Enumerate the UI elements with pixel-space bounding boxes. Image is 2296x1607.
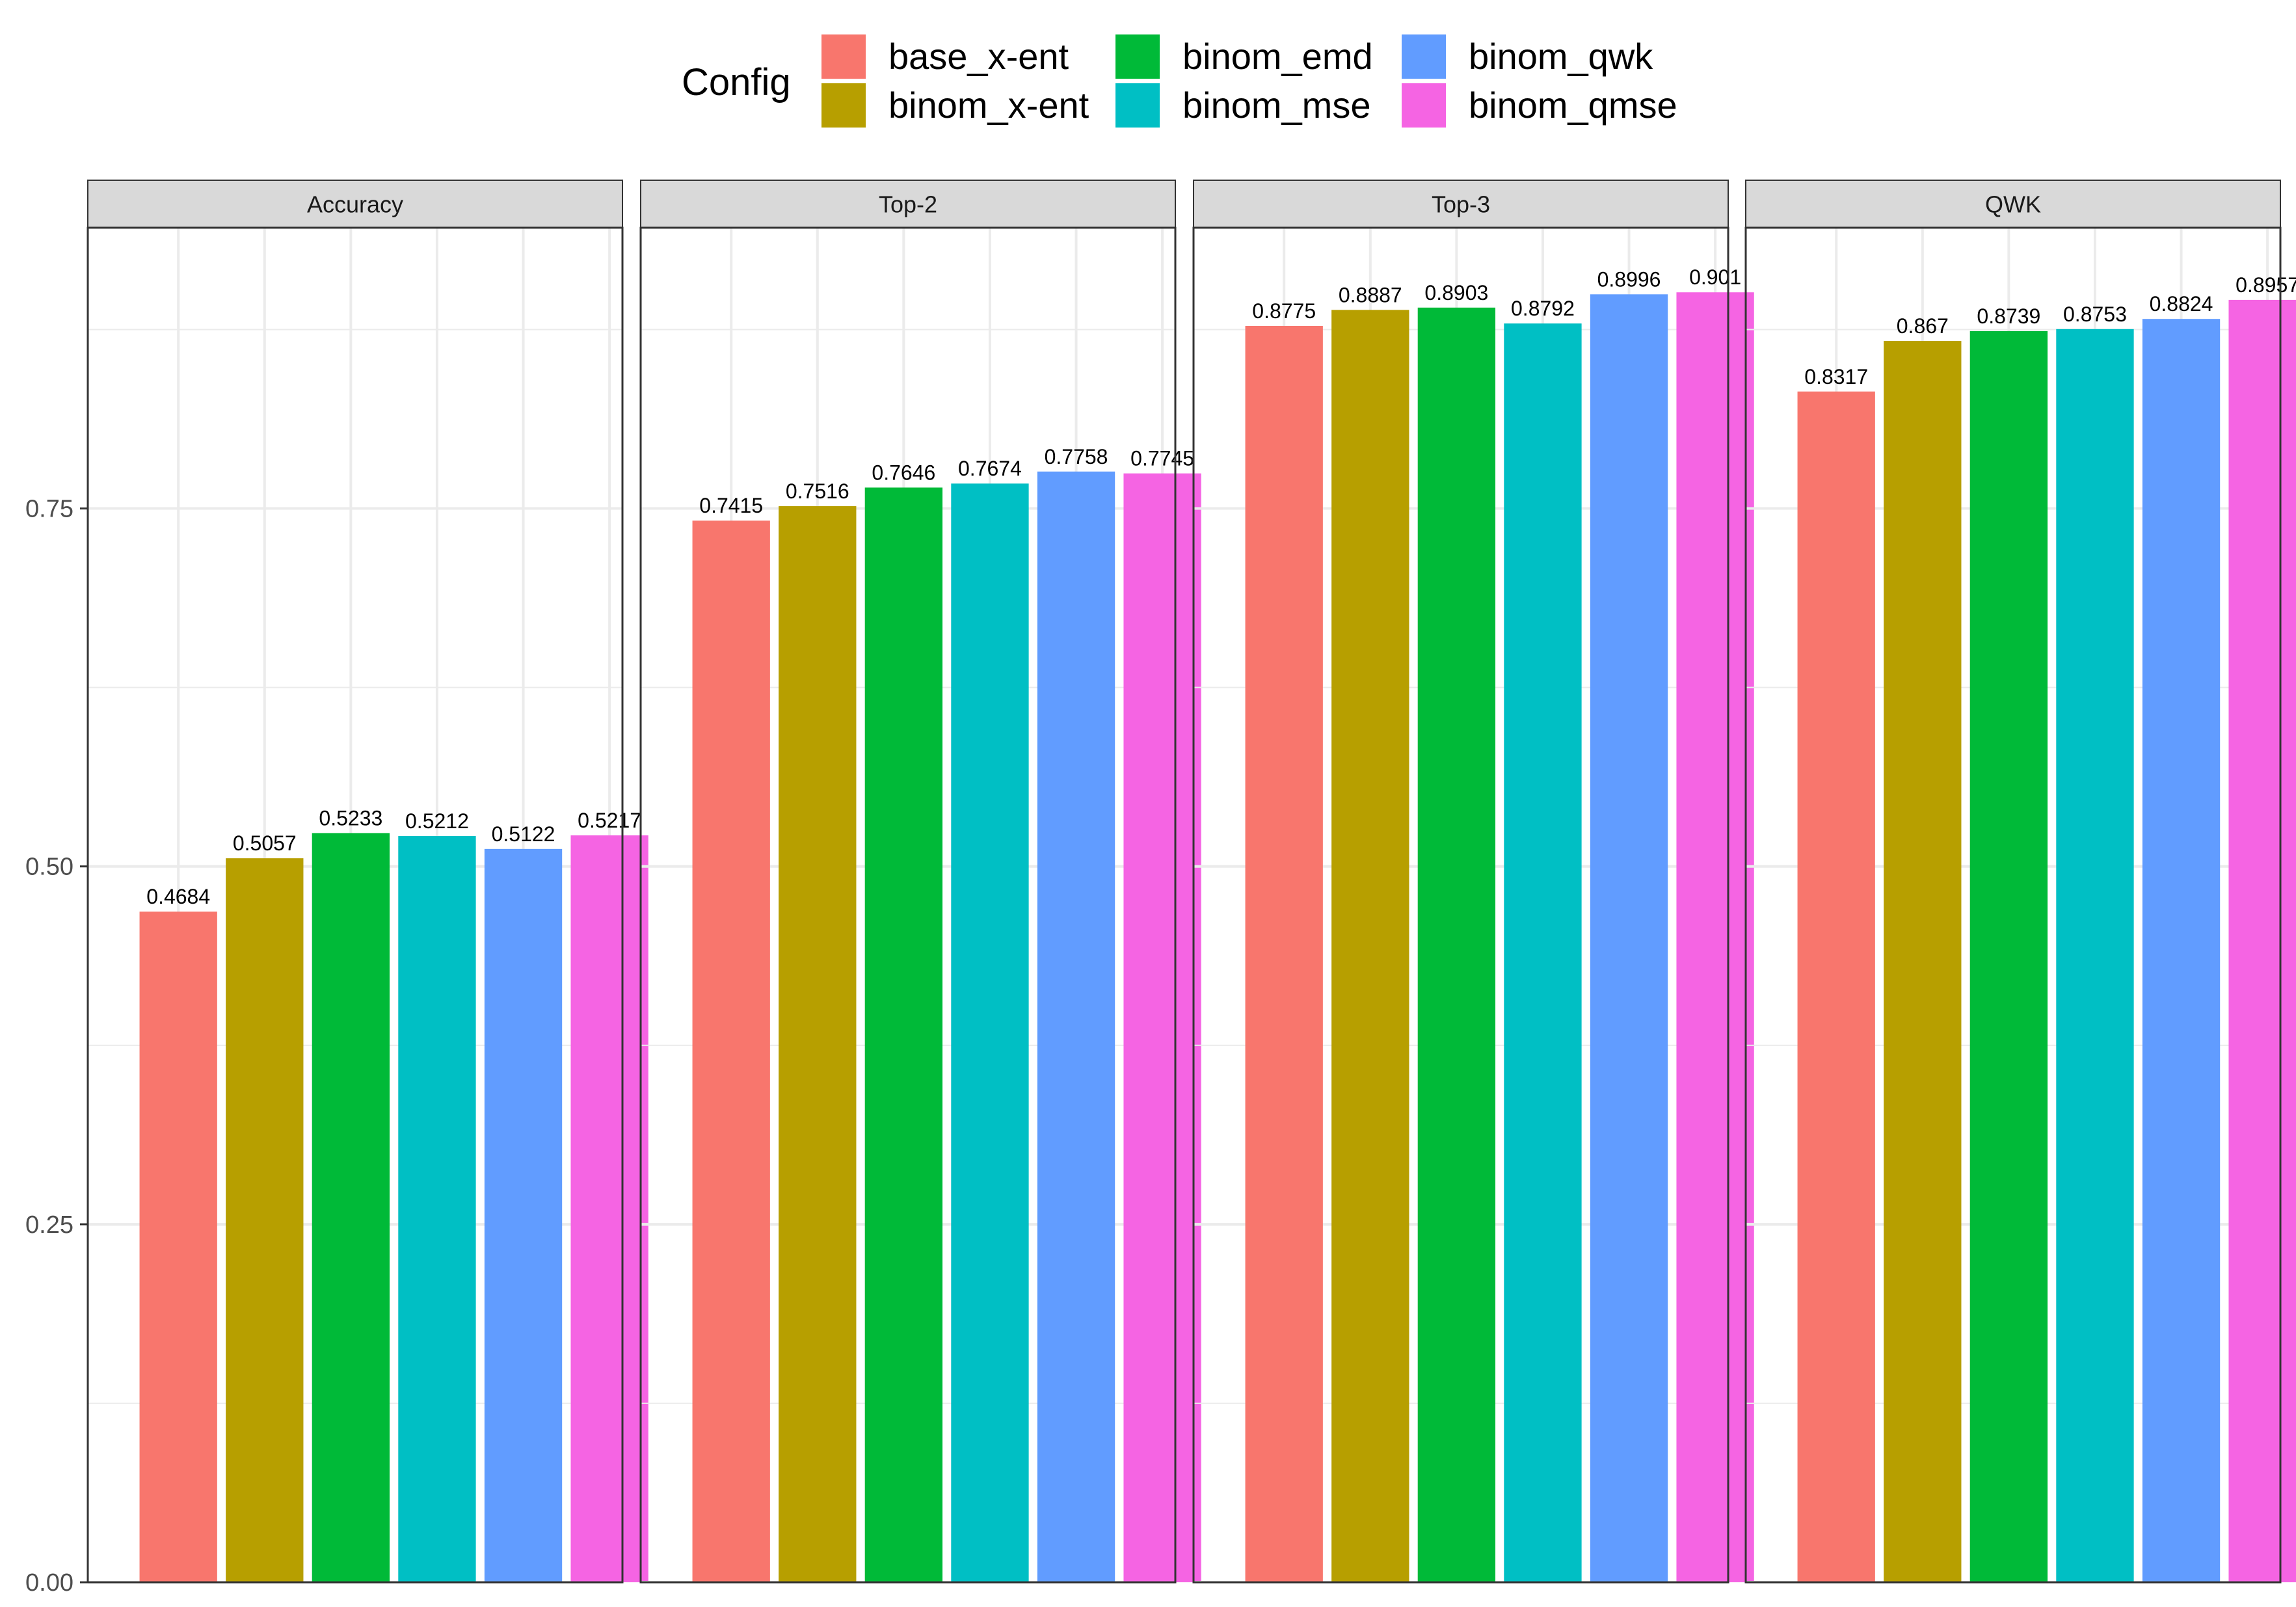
facet-panel-qwk: QWK 0.8317 0.867 0.8739 0.8753 0.8824 0.8957 (1744, 180, 2296, 1584)
bar-value-label: 0.8887 (1339, 283, 1402, 306)
legend-label: binom_qmse (1469, 85, 1677, 126)
bar-top-3-binom-mse (1504, 323, 1582, 1583)
bar-value-label: 0.7415 (699, 494, 763, 517)
bar-value-label: 0.8957 (2236, 273, 2296, 297)
bar-value-label: 0.8903 (1424, 281, 1488, 304)
bar-top-3-binom-emd (1417, 307, 1496, 1583)
bar-accuracy-base-x-ent (139, 912, 217, 1582)
bar-value-label: 0.7758 (1045, 445, 1108, 468)
bar-qwk-binom-qmse (2228, 299, 2296, 1582)
facet-strip-label: Top-3 (1432, 191, 1490, 218)
bar-value-label: 0.8739 (1977, 304, 2040, 328)
bar-top-2-binom-mse (951, 483, 1029, 1583)
legend-key-binom-emd (1115, 34, 1160, 79)
legend: Config base_x-entbinom_x-entbinom_emdbin… (682, 34, 1677, 128)
facet-strip-label: QWK (1985, 191, 2041, 218)
legend-key-binom-qwk (1402, 34, 1446, 79)
bar-value-label: 0.5057 (233, 831, 297, 855)
y-axis: 0.00 0.25 0.50 0.75 (25, 496, 88, 1597)
legend-label: binom_x-ent (888, 85, 1089, 126)
bar-top-2-binom-x-ent (779, 506, 857, 1582)
bar-value-label: 0.901 (1689, 265, 1741, 289)
bar-value-label: 0.5233 (319, 806, 382, 830)
bar-value-label: 0.8775 (1252, 299, 1316, 323)
y-tick-label: 0.75 (25, 496, 73, 523)
panel-border (1192, 226, 1729, 1584)
bar-value-label: 0.7516 (786, 479, 849, 503)
panel-border (1744, 226, 2282, 1584)
panel-border (87, 226, 624, 1584)
bar-value-label: 0.867 (1897, 314, 1949, 338)
bar-top-2-binom-qmse (1123, 473, 1201, 1582)
bar-value-label: 0.8792 (1511, 297, 1575, 320)
bar-value-label: 0.5217 (578, 809, 641, 832)
bar-qwk-binom-mse (2056, 329, 2134, 1582)
legend-item: base_x-ent (821, 34, 1069, 79)
facet-panels: Accuracy 0.4684 0.5057 0.5233 0.5212 0.5122 0.… (87, 180, 2296, 1584)
bar-value-label: 0.8753 (2063, 303, 2127, 326)
panel-border (639, 226, 1177, 1584)
legend-key-base-x-ent (821, 34, 866, 79)
facet-panel-top-2: Top-2 0.7415 0.7516 0.7646 0.7674 0.7758 0.774… (639, 180, 1201, 1584)
legend-key-binom-x-ent (821, 83, 866, 128)
bar-value-label: 0.7674 (958, 457, 1022, 480)
legend-label: binom_mse (1182, 85, 1370, 126)
bar-value-label: 0.4684 (146, 885, 210, 908)
bar-top-2-binom-emd (864, 487, 943, 1582)
facet-strip-label: Top-2 (879, 191, 937, 218)
y-tick-label: 0.50 (25, 854, 73, 881)
legend-item: binom_qwk (1402, 34, 1653, 79)
bar-qwk-base-x-ent (1797, 391, 1875, 1582)
bar-accuracy-binom-emd (312, 833, 390, 1582)
facet-strip (87, 180, 623, 228)
legend-item: binom_x-ent (821, 83, 1089, 128)
legend-title: Config (682, 61, 791, 103)
bar-accuracy-binom-x-ent (226, 858, 304, 1582)
facet-strip (640, 180, 1176, 228)
bar-accuracy-binom-qwk (484, 848, 563, 1582)
legend-label: binom_qwk (1469, 36, 1653, 77)
facet-strip (1745, 180, 2281, 228)
facet-strip (1193, 180, 1729, 228)
bar-value-label: 0.8317 (1804, 365, 1868, 388)
facet-panel-top-3: Top-3 0.8775 0.8887 0.8903 0.8792 0.8996 0.901 (1192, 180, 1754, 1584)
legend-key-binom-qmse (1402, 83, 1446, 128)
y-tick-label: 0.25 (25, 1211, 73, 1239)
facet-strip-label: Accuracy (307, 191, 403, 218)
bar-top-3-binom-qwk (1590, 294, 1668, 1583)
bar-top-3-binom-qmse (1676, 292, 1754, 1582)
bar-top-2-base-x-ent (692, 520, 770, 1583)
legend-item: binom_mse (1115, 83, 1370, 128)
bar-qwk-binom-x-ent (1884, 341, 1962, 1582)
bar-value-label: 0.5212 (405, 809, 469, 833)
legend-items: base_x-ent binom_x-ent binom_emd binom_mse b… (821, 34, 1677, 128)
bar-value-label: 0.5122 (492, 822, 555, 846)
bar-accuracy-binom-mse (398, 836, 476, 1582)
legend-item: binom_emd (1115, 34, 1373, 79)
bar-value-label: 0.8996 (1597, 267, 1661, 291)
bar-top-3-base-x-ent (1245, 325, 1323, 1583)
y-tick-label: 0.00 (25, 1569, 73, 1597)
bar-qwk-binom-qwk (2142, 319, 2221, 1582)
bar-top-3-binom-x-ent (1331, 310, 1409, 1582)
bar-top-2-binom-qwk (1037, 471, 1115, 1582)
bar-value-label: 0.7745 (1130, 447, 1194, 470)
bar-value-label: 0.8824 (2150, 292, 2213, 316)
legend-key-binom-mse (1115, 83, 1160, 128)
legend-item: binom_qmse (1402, 83, 1677, 128)
bar-qwk-binom-emd (1969, 331, 2048, 1582)
bar-value-label: 0.7646 (872, 461, 935, 484)
facet-panel-accuracy: Accuracy 0.4684 0.5057 0.5233 0.5212 0.5122 0.… (87, 180, 648, 1584)
legend-label: binom_emd (1182, 36, 1373, 77)
legend-label: base_x-ent (888, 36, 1069, 77)
bar-accuracy-binom-qmse (570, 835, 648, 1582)
